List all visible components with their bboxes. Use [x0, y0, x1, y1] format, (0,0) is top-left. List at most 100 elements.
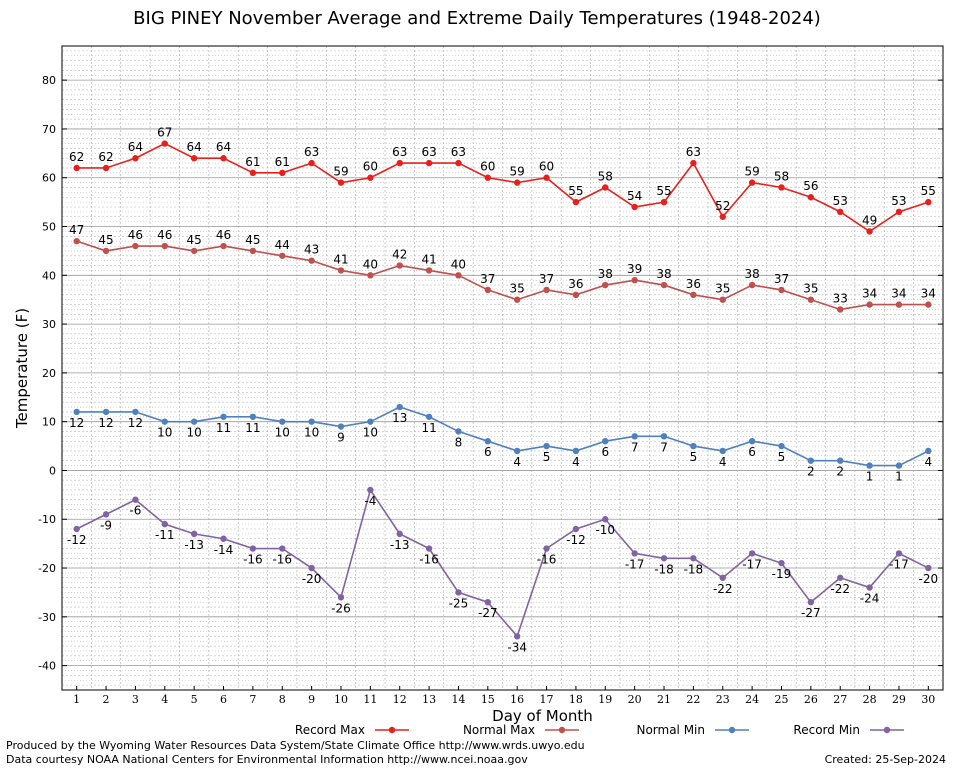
footer-data-courtesy: Data courtesy NOAA National Centers for … [6, 753, 528, 766]
legend-marker [883, 726, 891, 734]
data-point [572, 525, 580, 533]
data-point [308, 418, 315, 425]
data-label: 63 [451, 145, 466, 159]
data-point [602, 281, 609, 289]
data-point [925, 198, 932, 206]
x-tick-label: 4 [161, 693, 168, 706]
x-tick-label: 15 [481, 693, 495, 706]
y-tick-label: 50 [42, 221, 56, 234]
data-point [425, 267, 433, 274]
data-label: 34 [891, 287, 906, 301]
data-label: 46 [157, 228, 172, 242]
data-point [190, 418, 198, 425]
data-label: 43 [304, 243, 319, 257]
data-label: 38 [656, 267, 671, 281]
legend-label: Record Min [793, 723, 860, 737]
y-tick-label: -10 [38, 513, 56, 526]
x-tick-label: 27 [833, 693, 847, 706]
data-label: 55 [656, 184, 671, 198]
data-label: 59 [333, 165, 348, 179]
data-label: 12 [128, 416, 143, 430]
data-point [837, 208, 844, 216]
data-point [337, 423, 345, 430]
data-label: 54 [627, 189, 642, 203]
data-point [396, 159, 403, 167]
data-label: 64 [128, 140, 143, 154]
data-point [102, 164, 110, 172]
data-point [396, 530, 403, 538]
data-label: 6 [601, 445, 609, 459]
data-label: -12 [566, 533, 586, 547]
data-label: 7 [631, 440, 639, 454]
data-point [895, 462, 903, 469]
data-label: 62 [98, 150, 113, 164]
x-tick-label: 1 [73, 693, 80, 706]
data-point [866, 228, 873, 235]
data-point [279, 252, 286, 259]
legend-label: Record Max [295, 723, 365, 737]
data-point [602, 437, 609, 445]
data-label: 36 [686, 277, 701, 291]
y-tick-label: -20 [38, 562, 56, 575]
data-point [367, 174, 374, 181]
data-point [73, 237, 80, 245]
x-tick-label: 13 [422, 693, 436, 706]
data-point [455, 159, 462, 167]
data-label: 4 [719, 455, 727, 469]
data-label: 6 [748, 445, 756, 459]
data-point [778, 184, 785, 191]
data-label: 55 [921, 184, 936, 198]
data-point [73, 525, 80, 533]
data-point [895, 550, 903, 557]
data-point [308, 257, 315, 264]
data-point [279, 545, 286, 552]
data-label: 37 [774, 272, 789, 286]
data-point [161, 418, 168, 425]
data-point [220, 413, 227, 420]
legend-marker [728, 726, 736, 734]
x-tick-label: 30 [921, 693, 935, 706]
data-point [337, 267, 345, 274]
data-point [748, 281, 756, 289]
data-label: 33 [833, 291, 848, 305]
data-point [631, 550, 638, 557]
data-label: 64 [216, 140, 231, 154]
data-point [367, 486, 374, 494]
data-point [220, 242, 227, 250]
data-label: 38 [744, 267, 759, 281]
data-point [367, 272, 374, 279]
y-tick-label: 40 [42, 269, 56, 282]
data-point [778, 442, 785, 450]
data-point [513, 447, 521, 455]
data-label: 60 [480, 160, 495, 174]
data-point [807, 598, 815, 606]
data-point [660, 433, 668, 440]
y-tick-label: -30 [38, 611, 56, 624]
y-axis-title: Temperature (F) [13, 308, 31, 429]
data-point [249, 169, 257, 177]
data-point [660, 555, 668, 562]
data-point [778, 286, 785, 294]
data-label: 46 [216, 228, 231, 242]
y-tick-label: -40 [38, 660, 56, 673]
series-line [76, 488, 929, 638]
x-tick-label: 10 [334, 693, 348, 706]
data-label: 5 [778, 450, 786, 464]
data-point [73, 408, 80, 416]
data-point [455, 589, 462, 596]
series-line [76, 142, 929, 233]
data-point [719, 447, 726, 455]
data-label: -25 [449, 596, 469, 610]
data-label: -17 [742, 557, 762, 571]
data-label: 63 [421, 145, 436, 159]
data-label: 13 [392, 411, 407, 425]
data-point [161, 140, 168, 147]
data-point [602, 516, 609, 523]
data-label: 52 [715, 199, 730, 213]
data-point [690, 555, 697, 562]
data-point [719, 574, 726, 581]
x-tick-label: 25 [774, 693, 788, 706]
data-point [249, 247, 257, 255]
data-label: 1 [866, 470, 874, 484]
x-tick-label: 2 [103, 693, 110, 706]
